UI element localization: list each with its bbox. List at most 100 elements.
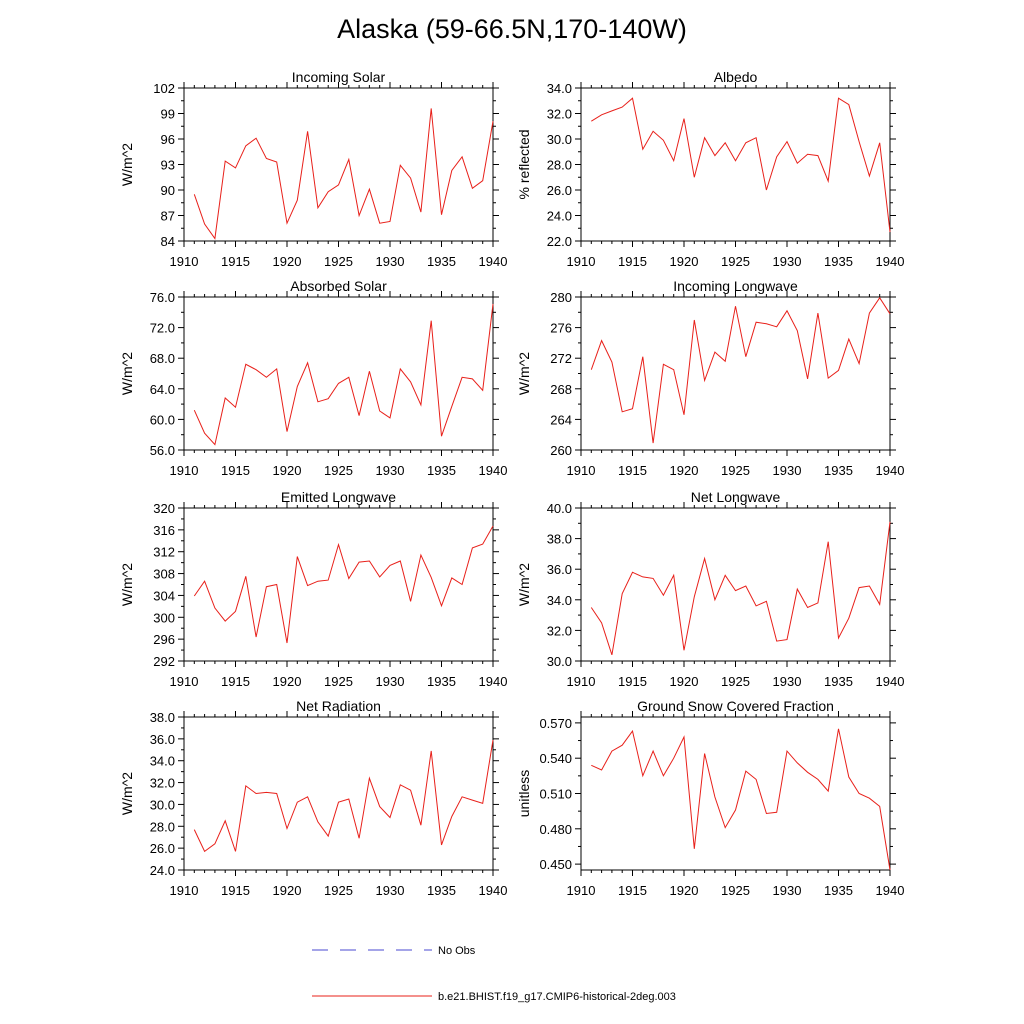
x-tick-label: 1940 (876, 463, 905, 478)
x-tick-label: 1910 (170, 674, 199, 689)
x-tick-label: 1910 (567, 883, 596, 898)
y-tick-label: 93 (161, 158, 175, 173)
y-tick-label: 60.0 (150, 412, 175, 427)
y-tick-label: 32.0 (547, 107, 572, 122)
x-tick-label: 1910 (567, 254, 596, 269)
figure-title: Alaska (59-66.5N,170-140W) (337, 14, 687, 44)
panel-title: Incoming Longwave (673, 278, 798, 294)
y-tick-label: 28.0 (150, 819, 175, 834)
y-tick-label: 38.0 (150, 710, 175, 725)
panel-title: Albedo (714, 69, 758, 85)
x-tick-label: 1915 (221, 674, 250, 689)
y-tick-label: 300 (153, 610, 175, 625)
y-tick-label: 0.510 (539, 787, 572, 802)
plot-frame (183, 716, 494, 871)
x-tick-label: 1920 (670, 674, 699, 689)
y-tick-label: 0.450 (539, 857, 572, 872)
y-tick-label: 64.0 (150, 382, 175, 397)
y-tick-label: 316 (153, 523, 175, 538)
y-tick-label: 292 (153, 654, 175, 669)
chart-panels: Incoming Solar W/m^2 1910 1915 1920 1925 1930 1… (119, 69, 904, 898)
x-tick-label: 1925 (721, 254, 750, 269)
x-tick-label: 1930 (773, 254, 802, 269)
x-tick-label: 1935 (824, 463, 853, 478)
x-tick-label: 1940 (876, 254, 905, 269)
panel-title: Incoming Solar (292, 69, 386, 85)
y-tick-label: 260 (550, 443, 572, 458)
x-tick-label: 1930 (773, 463, 802, 478)
legend-model-label: b.e21.BHIST.f19_g17.CMIP6-historical-2de… (438, 991, 676, 1003)
y-tick-label: 264 (550, 412, 572, 427)
y-tick-label: 312 (153, 545, 175, 560)
x-tick-label: 1940 (876, 883, 905, 898)
legend: No Obs b.e21.BHIST.f19_g17.CMIP6-histori… (312, 945, 676, 1003)
panel-title: Net Radiation (296, 698, 381, 714)
panel-2: Absorbed Solar W/m^2 1910 1915 1920 1925 1930 1… (119, 278, 507, 478)
y-tick-label: 30.0 (547, 654, 572, 669)
x-tick-label: 1915 (618, 883, 647, 898)
series-line (590, 521, 891, 656)
y-tick-label: 32.0 (150, 776, 175, 791)
x-tick-label: 1940 (479, 463, 508, 478)
y-tick-label: 34.0 (547, 593, 572, 608)
y-tick-label: 22.0 (547, 234, 572, 249)
y-axis-label: % reflected (516, 129, 532, 199)
y-tick-label: 87 (161, 209, 175, 224)
panel-3: Incoming Longwave W/m^2 1910 1915 1920 1925 19… (516, 278, 904, 478)
y-tick-label: 56.0 (150, 443, 175, 458)
series-line (193, 739, 494, 853)
x-tick-label: 1925 (721, 883, 750, 898)
y-tick-label: 40.0 (547, 501, 572, 516)
y-axis-label: W/m^2 (119, 352, 135, 395)
x-tick-label: 1915 (221, 883, 250, 898)
y-tick-label: 36.0 (547, 562, 572, 577)
y-tick-label: 30.0 (547, 132, 572, 147)
x-tick-label: 1920 (670, 463, 699, 478)
x-tick-label: 1935 (427, 463, 456, 478)
x-tick-label: 1925 (721, 463, 750, 478)
series-line (590, 296, 891, 444)
y-tick-label: 32.0 (547, 623, 572, 638)
y-tick-label: 304 (153, 588, 175, 603)
x-tick-label: 1930 (376, 674, 405, 689)
x-tick-label: 1920 (273, 674, 302, 689)
x-tick-label: 1920 (273, 463, 302, 478)
x-tick-label: 1930 (773, 883, 802, 898)
y-axis-label: unitless (516, 770, 532, 817)
panel-1: Albedo % reflected 1910 1915 1920 1925 1930 193… (516, 69, 904, 269)
y-tick-label: 296 (153, 632, 175, 647)
x-tick-label: 1910 (170, 254, 199, 269)
y-tick-label: 84 (161, 234, 175, 249)
x-tick-label: 1940 (479, 883, 508, 898)
x-tick-label: 1920 (670, 883, 699, 898)
plot-frame (580, 507, 891, 662)
panel-title: Emitted Longwave (281, 489, 396, 505)
y-tick-label: 280 (550, 290, 572, 305)
y-axis-label: W/m^2 (119, 143, 135, 186)
series-line (591, 97, 891, 233)
y-tick-label: 72.0 (150, 321, 175, 336)
y-tick-label: 36.0 (150, 732, 175, 747)
x-tick-label: 1925 (324, 463, 353, 478)
y-tick-label: 90 (161, 183, 175, 198)
y-tick-label: 268 (550, 382, 572, 397)
y-tick-label: 30.0 (150, 797, 175, 812)
x-tick-label: 1925 (324, 674, 353, 689)
x-tick-label: 1925 (721, 674, 750, 689)
y-axis-label: W/m^2 (119, 772, 135, 815)
y-tick-label: 76.0 (150, 290, 175, 305)
x-tick-label: 1920 (273, 254, 302, 269)
y-tick-label: 0.480 (539, 822, 572, 837)
x-tick-label: 1930 (773, 674, 802, 689)
x-tick-label: 1915 (221, 254, 250, 269)
x-tick-label: 1930 (376, 463, 405, 478)
panel-7: Ground Snow Covered Fraction unitless 1910… (516, 698, 904, 898)
panel-4: Emitted Longwave W/m^2 1910 1915 1920 1925 193… (119, 489, 507, 689)
x-tick-label: 1935 (427, 674, 456, 689)
y-tick-label: 34.0 (547, 81, 572, 96)
x-tick-label: 1940 (876, 674, 905, 689)
plot-frame (580, 296, 891, 451)
x-tick-label: 1920 (670, 254, 699, 269)
y-tick-label: 272 (550, 351, 572, 366)
y-tick-label: 26.0 (547, 183, 572, 198)
